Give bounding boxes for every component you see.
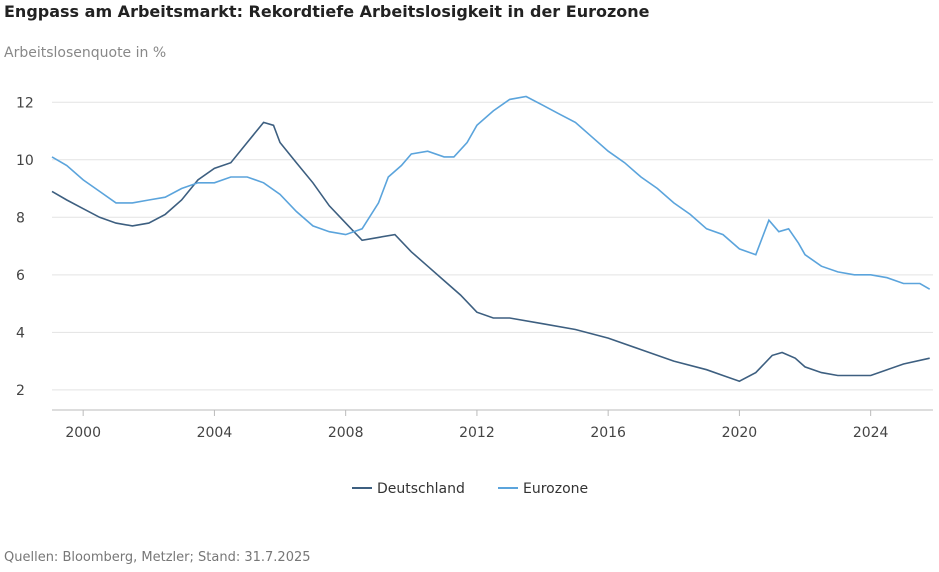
line xyxy=(51,121,930,383)
x-tick-label: 2004 xyxy=(197,425,233,441)
x-tick-label: 2016 xyxy=(590,425,626,441)
y-tick-label: 4 xyxy=(16,325,25,341)
legend-label: Deutschland xyxy=(377,481,465,497)
legend-label: Eurozone xyxy=(523,481,588,497)
line xyxy=(51,95,931,290)
chart-title: Engpass am Arbeitsmarkt: Rekordtiefe Arb… xyxy=(4,2,650,21)
y-tick-label: 12 xyxy=(16,95,34,111)
x-tick-label: 2008 xyxy=(328,425,364,441)
y-tick-label: 8 xyxy=(16,210,25,226)
x-tick-label: 2020 xyxy=(722,425,758,441)
y-tick-label: 2 xyxy=(16,383,25,399)
source: Quellen: Bloomberg, Metzler; Stand: 31.7… xyxy=(4,550,311,565)
y-tick-label: 10 xyxy=(16,153,34,169)
chart-subtitle: Arbeitslosenquote in % xyxy=(4,45,166,61)
x-tick-label: 2000 xyxy=(65,425,101,441)
y-tick-label: 6 xyxy=(16,268,25,284)
x-tick-label: 2012 xyxy=(459,425,495,441)
x-tick-label: 2024 xyxy=(853,425,889,441)
